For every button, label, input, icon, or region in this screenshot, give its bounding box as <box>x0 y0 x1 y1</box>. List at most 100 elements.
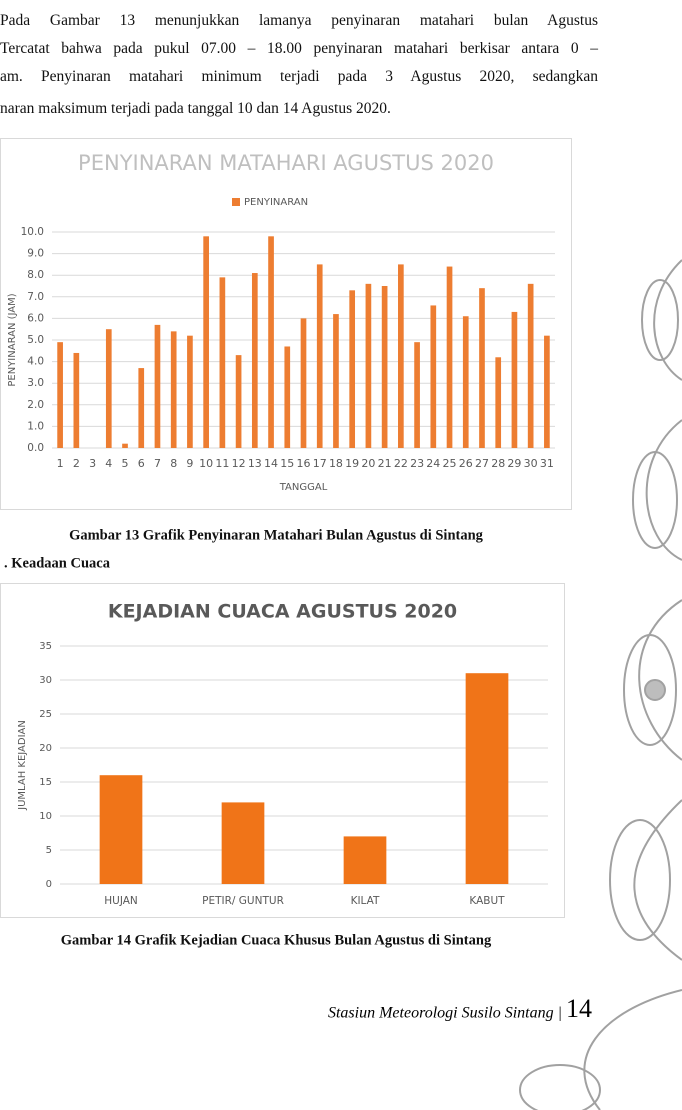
bar <box>446 266 453 448</box>
bar <box>57 342 63 448</box>
bar <box>154 324 161 448</box>
bar <box>462 316 469 448</box>
x-tick-label: 27 <box>475 457 489 470</box>
y-tick-label: 1.0 <box>27 420 44 432</box>
x-tick-label: 11 <box>215 457 229 470</box>
y-tick-label: 2.0 <box>27 399 44 411</box>
bar <box>343 836 387 884</box>
bar <box>414 342 420 448</box>
y-tick-label: 20 <box>39 743 52 754</box>
x-tick-label: 28 <box>491 457 505 470</box>
y-tick-label: 5.0 <box>27 334 44 346</box>
x-tick-label: 26 <box>459 457 473 470</box>
bar <box>268 236 274 448</box>
bar <box>219 277 226 448</box>
paragraph-line: naran maksimum terjadi pada tanggal 10 d… <box>0 100 391 117</box>
y-tick-label: 8.0 <box>27 269 44 281</box>
bar <box>316 264 323 448</box>
y-tick-label: 6.0 <box>27 312 44 324</box>
x-tick-label: 23 <box>410 457 424 470</box>
x-tick-label: 30 <box>524 457 538 470</box>
x-tick-label: 6 <box>138 457 145 470</box>
bar <box>170 331 177 448</box>
bar <box>398 264 404 448</box>
x-tick-label: PETIR/ GUNTUR <box>202 895 284 907</box>
x-tick-label: 5 <box>122 457 129 470</box>
y-tick-label: 0 <box>46 879 52 890</box>
bar <box>495 357 502 448</box>
bar <box>544 335 550 448</box>
paragraph-line: Tercatat bahwa pada pukul 07.00 – 18.00 … <box>0 40 598 57</box>
x-tick-label: 19 <box>345 457 359 470</box>
x-tick-label: 31 <box>540 457 554 470</box>
x-tick-label: KABUT <box>469 895 505 907</box>
x-tick-label: 13 <box>248 457 262 470</box>
chart-title: KEJADIAN CUACA AGUSTUS 2020 <box>108 601 457 623</box>
x-tick-label: HUJAN <box>104 895 138 907</box>
x-tick-label: 20 <box>361 457 375 470</box>
bar <box>365 283 372 448</box>
bar <box>300 318 307 448</box>
x-tick-label: KILAT <box>351 895 380 907</box>
paragraph-line: Pada Gambar 13 menunjukkan lamanya penyi… <box>0 12 598 29</box>
section-heading: . Keadaan Cuaca <box>4 555 111 571</box>
x-tick-label: 25 <box>443 457 457 470</box>
x-tick-label: 7 <box>154 457 161 470</box>
x-axis-label: TANGGAL <box>279 482 328 493</box>
paragraph-line: am. Penyinaran matahari minimum terjadi … <box>0 68 598 85</box>
bar <box>105 329 112 448</box>
legend-swatch <box>232 198 240 206</box>
decoration <box>519 259 682 1110</box>
bar <box>465 673 509 884</box>
bar <box>203 236 209 448</box>
bar <box>138 368 145 448</box>
bar <box>333 314 339 448</box>
y-tick-label: 15 <box>39 777 52 788</box>
bar <box>381 286 388 448</box>
x-tick-label: 22 <box>394 457 408 470</box>
x-tick-label: 2 <box>73 457 80 470</box>
y-tick-label: 25 <box>39 709 52 720</box>
y-tick-label: 7.0 <box>27 291 44 303</box>
chart-frame <box>0 138 572 510</box>
y-tick-label: 30 <box>39 675 52 686</box>
bar <box>349 290 356 448</box>
figure-caption: Gambar 13 Grafik Penyinaran Matahari Bul… <box>69 527 484 543</box>
y-tick-label: 3.0 <box>27 377 44 389</box>
bar <box>73 352 80 448</box>
x-tick-label: 12 <box>232 457 246 470</box>
chart-title: PENYINARAN MATAHARI AGUSTUS 2020 <box>78 151 494 175</box>
bar <box>122 443 128 448</box>
figure-caption: Gambar 14 Grafik Kejadian Cuaca Khusus B… <box>61 932 492 948</box>
bar <box>221 802 265 884</box>
x-tick-label: 10 <box>199 457 213 470</box>
x-tick-label: 3 <box>89 457 96 470</box>
y-axis-label: PENYINARAN (JAM) <box>7 293 18 386</box>
bar <box>235 355 242 448</box>
y-tick-label: 35 <box>39 641 52 652</box>
bar <box>187 335 193 448</box>
page-number: 14 <box>566 994 592 1023</box>
x-tick-label: 18 <box>329 457 343 470</box>
x-tick-label: 15 <box>280 457 294 470</box>
chart-frame <box>0 583 565 918</box>
y-tick-label: 10.0 <box>21 226 44 238</box>
bar <box>511 311 518 448</box>
footer-text: Stasiun Meteorologi Susilo Sintang | <box>328 1005 562 1022</box>
bar <box>99 775 143 884</box>
legend-label: PENYINARAN <box>244 197 308 208</box>
bar <box>251 273 258 448</box>
x-tick-label: 9 <box>186 457 193 470</box>
x-tick-label: 29 <box>507 457 521 470</box>
bar <box>284 346 291 448</box>
bar <box>479 288 485 448</box>
y-tick-label: 4.0 <box>27 356 44 368</box>
x-tick-label: 1 <box>57 457 64 470</box>
x-tick-label: 24 <box>426 457 440 470</box>
y-tick-label: 5 <box>46 845 52 856</box>
y-tick-label: 10 <box>39 811 52 822</box>
x-tick-label: 14 <box>264 457 278 470</box>
x-tick-label: 8 <box>170 457 177 470</box>
